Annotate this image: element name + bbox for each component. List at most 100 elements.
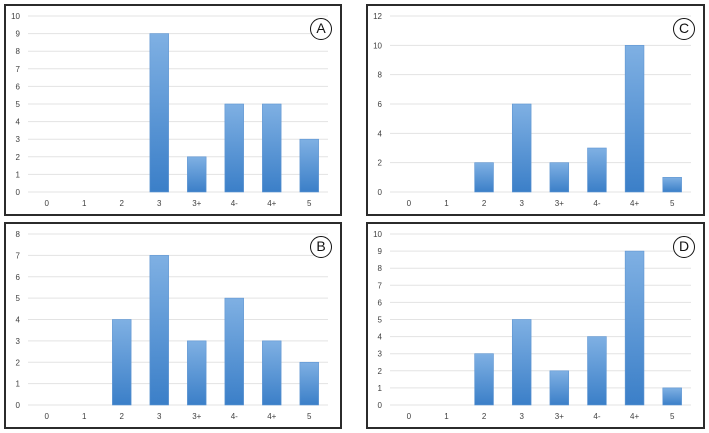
bar-chart-svg: 0 1 2 3 4 5 6 7 8 9 10 0 1 2 3 3+ 4- 4+ 5 bbox=[11, 12, 328, 208]
x-tick-label: 3 bbox=[519, 412, 524, 421]
y-tick-label: 8 bbox=[16, 47, 21, 56]
x-tick-label: 1 bbox=[444, 412, 449, 421]
y-tick-label: 6 bbox=[16, 273, 21, 282]
y-tick-label: 0 bbox=[378, 401, 383, 410]
bar bbox=[299, 361, 319, 406]
y-tick-label: 3 bbox=[16, 337, 21, 346]
y-tick-label: 12 bbox=[373, 12, 382, 21]
bar bbox=[149, 33, 169, 193]
y-tick-label: 0 bbox=[16, 188, 21, 197]
y-tick-label: 5 bbox=[16, 100, 21, 109]
y-tick-label: 3 bbox=[16, 135, 21, 144]
bar-chart-svg: 0 1 2 3 4 5 6 7 8 9 10 0 1 2 3 3+ 4- 4+ 5 bbox=[373, 230, 691, 421]
x-tick-label: 3+ bbox=[192, 412, 201, 421]
chart-panel-d: 0 1 2 3 4 5 6 7 8 9 10 0 1 2 3 3+ 4- 4+ 5 D bbox=[366, 222, 705, 429]
y-tick-label: 7 bbox=[16, 251, 21, 260]
bar bbox=[262, 340, 282, 406]
x-tick-label: 3 bbox=[157, 199, 162, 208]
x-tick-label: 3 bbox=[157, 412, 162, 421]
x-tick-label: 0 bbox=[45, 412, 50, 421]
bar bbox=[299, 138, 319, 193]
y-tick-label: 0 bbox=[16, 401, 21, 410]
bar bbox=[587, 336, 607, 406]
y-tick-label: 8 bbox=[16, 230, 21, 239]
x-tick-label: 3 bbox=[519, 199, 524, 208]
y-tick-label: 4 bbox=[378, 333, 383, 342]
x-tick-label: 2 bbox=[482, 412, 487, 421]
y-tick-label: 5 bbox=[378, 316, 383, 325]
x-tick-label: 0 bbox=[407, 412, 412, 421]
y-tick-label: 9 bbox=[16, 30, 21, 39]
y-tick-label: 5 bbox=[16, 294, 21, 303]
bar bbox=[149, 255, 169, 406]
x-tick-label: 5 bbox=[307, 199, 312, 208]
bar bbox=[662, 387, 682, 406]
y-tick-label: 4 bbox=[16, 118, 21, 127]
y-tick-label: 6 bbox=[378, 298, 383, 307]
bar bbox=[224, 103, 244, 193]
x-tick-label: 1 bbox=[82, 199, 87, 208]
y-tick-label: 8 bbox=[378, 264, 383, 273]
bar bbox=[187, 340, 207, 406]
bar bbox=[224, 297, 244, 406]
y-tick-label: 4 bbox=[16, 316, 21, 325]
y-tick-label: 0 bbox=[378, 188, 383, 197]
y-tick-label: 10 bbox=[373, 41, 382, 50]
x-tick-label: 2 bbox=[120, 199, 125, 208]
x-tick-label: 1 bbox=[444, 199, 449, 208]
x-tick-label: 4- bbox=[593, 412, 600, 421]
panel-label-badge: B bbox=[310, 236, 332, 258]
x-tick-label: 5 bbox=[307, 412, 312, 421]
x-tick-label: 4- bbox=[593, 199, 600, 208]
x-tick-label: 4+ bbox=[630, 412, 639, 421]
chart-panel-a: 0 1 2 3 4 5 6 7 8 9 10 0 1 2 3 3+ 4- 4+ 5 A bbox=[4, 4, 342, 216]
y-tick-label: 2 bbox=[378, 159, 383, 168]
x-tick-label: 0 bbox=[45, 199, 50, 208]
bar bbox=[511, 103, 532, 193]
y-tick-label: 2 bbox=[378, 367, 383, 376]
y-tick-label: 4 bbox=[378, 129, 383, 138]
panel-label-badge: D bbox=[673, 236, 695, 258]
y-tick-label: 1 bbox=[16, 170, 21, 179]
bar bbox=[624, 250, 645, 406]
y-tick-label: 7 bbox=[16, 65, 21, 74]
x-tick-label: 3+ bbox=[555, 412, 564, 421]
x-tick-label: 4+ bbox=[630, 199, 639, 208]
y-tick-label: 7 bbox=[378, 281, 383, 290]
bar bbox=[549, 162, 570, 193]
bar bbox=[262, 103, 282, 193]
y-tick-label: 10 bbox=[373, 230, 382, 239]
y-tick-label: 2 bbox=[16, 153, 21, 162]
y-tick-label: 1 bbox=[16, 380, 21, 389]
x-tick-label: 5 bbox=[670, 412, 675, 421]
y-tick-label: 6 bbox=[16, 82, 21, 91]
panel-label-badge: C bbox=[673, 18, 695, 40]
y-tick-label: 6 bbox=[378, 100, 383, 109]
y-tick-label: 3 bbox=[378, 350, 383, 359]
x-tick-label: 0 bbox=[407, 199, 412, 208]
bar bbox=[474, 353, 494, 406]
y-tick-label: 9 bbox=[378, 247, 383, 256]
y-tick-label: 2 bbox=[16, 358, 21, 367]
x-tick-label: 4+ bbox=[267, 199, 276, 208]
x-tick-label: 1 bbox=[82, 412, 87, 421]
x-tick-label: 2 bbox=[120, 412, 125, 421]
chart-panel-b: 0 1 2 3 4 5 6 7 8 0 1 2 3 3+ 4- 4+ 5 B bbox=[4, 222, 342, 429]
y-tick-label: 1 bbox=[378, 384, 383, 393]
bar bbox=[587, 147, 607, 193]
bar bbox=[474, 162, 494, 193]
y-tick-label: 10 bbox=[11, 12, 20, 21]
bar bbox=[624, 45, 645, 193]
x-tick-label: 5 bbox=[670, 199, 675, 208]
y-tick-label: 8 bbox=[378, 71, 383, 80]
x-tick-label: 2 bbox=[482, 199, 487, 208]
bar bbox=[662, 177, 682, 193]
x-tick-label: 4- bbox=[231, 199, 238, 208]
x-tick-label: 4- bbox=[231, 412, 238, 421]
chart-panel-c: 0 2 4 6 8 10 12 0 1 2 3 3+ 4- 4+ 5 C bbox=[366, 4, 705, 216]
x-tick-label: 4+ bbox=[267, 412, 276, 421]
bar bbox=[187, 156, 207, 193]
panel-label-badge: A bbox=[310, 18, 332, 40]
bar bbox=[112, 319, 132, 406]
